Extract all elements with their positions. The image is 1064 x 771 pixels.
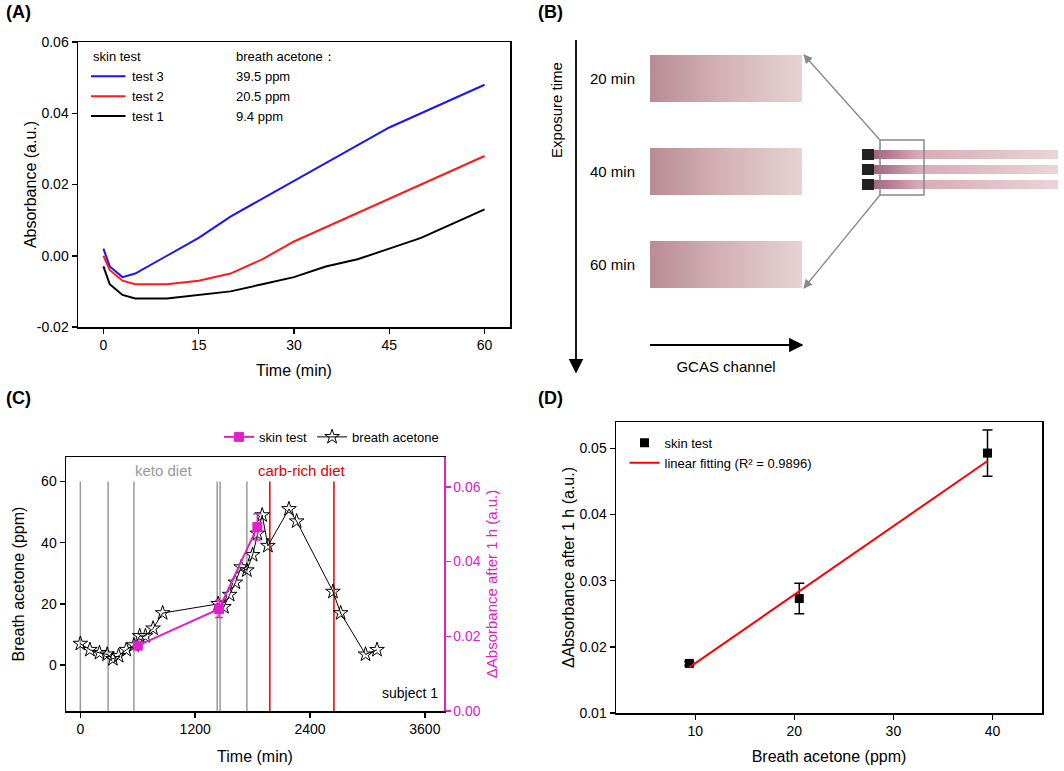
html-text:(A): (A) (6, 2, 31, 22)
svg-text:9.4 ppm: 9.4 ppm (236, 109, 283, 124)
svg-text:60: 60 (41, 473, 57, 489)
svg-text:1200: 1200 (180, 721, 211, 737)
svg-text:0.02: 0.02 (579, 639, 606, 655)
svg-text:0.03: 0.03 (579, 573, 606, 589)
html-text:(C): (C) (6, 388, 31, 408)
html-text:(D): (D) (538, 388, 563, 408)
svg-text:skin test: skin test (259, 430, 307, 445)
svg-text:40 min: 40 min (590, 163, 635, 180)
svg-text:skin test: skin test (665, 436, 713, 451)
svg-text:0.02: 0.02 (453, 628, 480, 644)
svg-text:Time (min): Time (min) (256, 362, 332, 379)
svg-text:Time (min): Time (min) (217, 748, 293, 765)
svg-text:0.06: 0.06 (453, 479, 480, 495)
svg-text:60 min: 60 min (590, 256, 635, 273)
svg-text:skin test: skin test (93, 49, 141, 64)
svg-text:15: 15 (191, 337, 207, 353)
svg-text:40: 40 (41, 535, 57, 551)
svg-text:20 min: 20 min (590, 70, 635, 87)
svg-text:keto diet: keto diet (135, 462, 193, 479)
svg-text:3600: 3600 (409, 721, 440, 737)
svg-text:ΔAbsorbance after 1 h (a.u.): ΔAbsorbance after 1 h (a.u.) (560, 467, 577, 668)
svg-text:0.00: 0.00 (41, 248, 68, 264)
svg-text:0.06: 0.06 (41, 34, 68, 50)
svg-text:0.04: 0.04 (453, 553, 480, 569)
svg-text:ΔAbsorbance after 1 h (a.u.): ΔAbsorbance after 1 h (a.u.) (483, 490, 500, 678)
svg-text:20: 20 (787, 723, 803, 739)
svg-text:20: 20 (41, 596, 57, 612)
svg-text:0: 0 (100, 337, 108, 353)
svg-text:Absorbance (a.u.): Absorbance (a.u.) (22, 121, 39, 248)
svg-text:39.5 ppm: 39.5 ppm (236, 69, 290, 84)
svg-text:test 2: test 2 (132, 89, 164, 104)
svg-text:0.00: 0.00 (453, 703, 480, 719)
svg-text:2400: 2400 (294, 721, 325, 737)
svg-text:0.01: 0.01 (579, 705, 606, 721)
svg-text:0.02: 0.02 (41, 176, 68, 192)
svg-text:10: 10 (687, 723, 703, 739)
svg-text:GCAS channel: GCAS channel (676, 358, 775, 375)
svg-text:Breath acetone (ppm): Breath acetone (ppm) (752, 748, 907, 765)
svg-text:60: 60 (477, 337, 493, 353)
svg-text:linear fitting (R² = 0.9896): linear fitting (R² = 0.9896) (665, 456, 812, 471)
svg-text:breath acetone: breath acetone (352, 430, 439, 445)
svg-text:40: 40 (985, 723, 1001, 739)
svg-text:0.04: 0.04 (41, 105, 68, 121)
svg-text:30: 30 (886, 723, 902, 739)
svg-text:Exposure time: Exposure time (548, 62, 565, 158)
svg-text:subject 1: subject 1 (382, 685, 438, 701)
svg-text:-0.02: -0.02 (37, 319, 69, 335)
svg-text:Breath acetone (ppm): Breath acetone (ppm) (10, 507, 27, 662)
svg-text:45: 45 (382, 337, 398, 353)
svg-text:0.05: 0.05 (579, 440, 606, 456)
svg-text:test 3: test 3 (132, 69, 164, 84)
html-text:(B): (B) (538, 2, 563, 22)
svg-text:breath acetone：: breath acetone： (236, 49, 336, 64)
svg-text:30: 30 (286, 337, 302, 353)
svg-text:20.5 ppm: 20.5 ppm (236, 89, 290, 104)
svg-text:0.04: 0.04 (579, 506, 606, 522)
svg-text:test 1: test 1 (132, 109, 164, 124)
svg-text:0: 0 (76, 721, 84, 737)
svg-text:0: 0 (49, 657, 57, 673)
svg-text:carb-rich diet: carb-rich diet (258, 462, 346, 479)
